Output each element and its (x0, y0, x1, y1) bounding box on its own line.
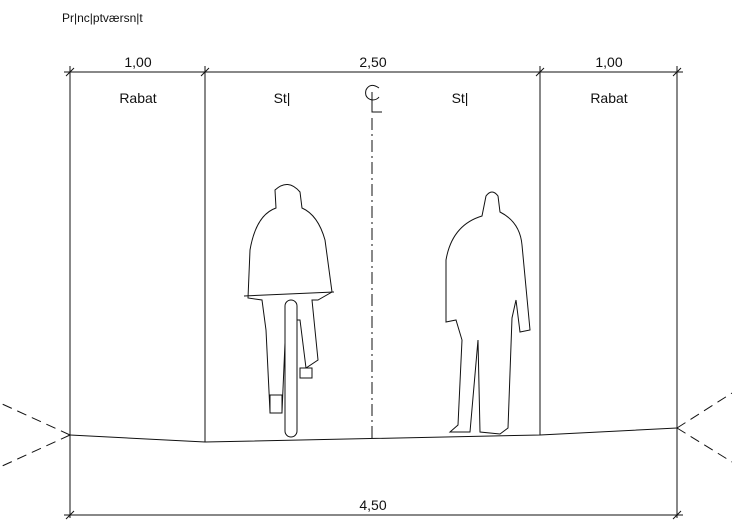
slope-lines (0, 392, 732, 468)
centerline-symbol (365, 84, 382, 113)
dimension-label: 1,00 (595, 54, 622, 70)
zone-label: St| (452, 90, 469, 106)
dimension-label: 2,50 (359, 54, 386, 70)
title: Pr|nc|ptværsn|t (62, 11, 143, 25)
cyclist-figure (243, 184, 335, 438)
pedestrian-figure (445, 191, 531, 435)
dimension-label: 4,50 (359, 497, 386, 513)
zone-label: Rabat (119, 90, 156, 106)
zone-label: Rabat (590, 90, 627, 106)
ground-line (69, 427, 678, 443)
zone-label: St| (274, 90, 291, 106)
bottom-dimension (64, 510, 683, 520)
zone-lines (69, 66, 678, 518)
dimension-label: 1,00 (124, 54, 151, 70)
